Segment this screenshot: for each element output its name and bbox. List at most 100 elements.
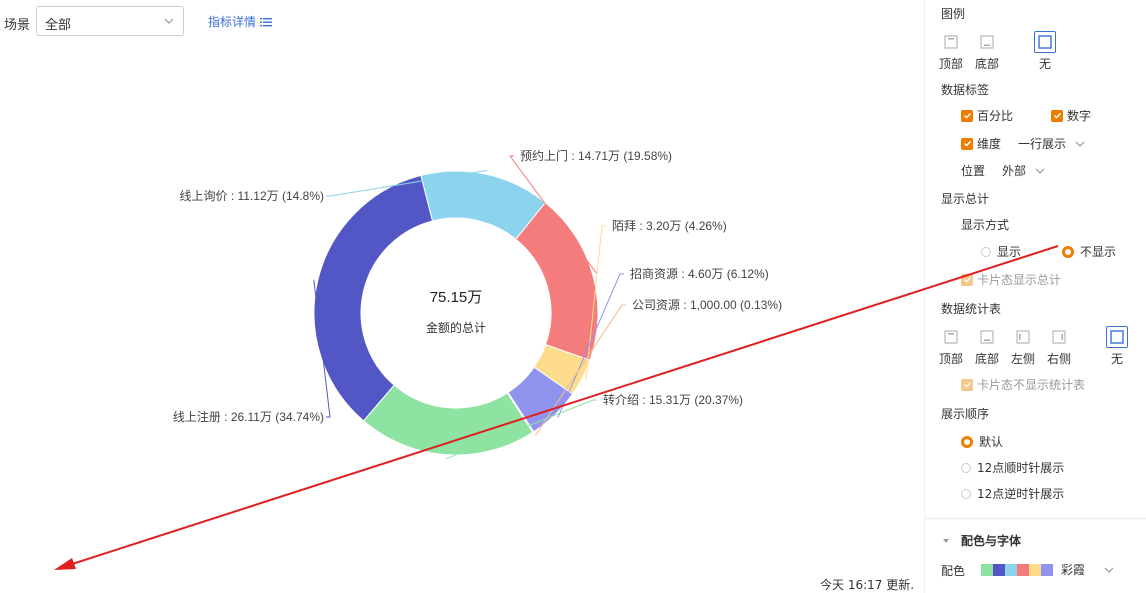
layout-right-icon xyxy=(1052,330,1066,344)
color-font-section-header[interactable]: 配色与字体 xyxy=(941,532,1021,549)
slice-data-label: 线上注册 : 26.11万 (34.74%) xyxy=(173,409,324,424)
layout-select[interactable]: 一行展示 xyxy=(1018,135,1086,152)
number-checkbox[interactable]: 数字 xyxy=(1051,107,1091,124)
checkmark-icon xyxy=(963,381,971,388)
stats-option-none-label: 无 xyxy=(1110,352,1123,366)
hide-radio[interactable]: 不显示 xyxy=(1062,243,1116,260)
stats-option-left[interactable]: 左侧 xyxy=(1003,326,1043,367)
stats-option-bottom-label: 底部 xyxy=(974,352,999,366)
chevron-down-icon xyxy=(1035,168,1045,174)
layout-bottom-icon xyxy=(980,35,994,49)
order-counter-radio[interactable]: 12点逆时针展示 xyxy=(961,485,1064,502)
palette-swatch xyxy=(1017,563,1029,576)
donut-slice[interactable] xyxy=(313,174,434,422)
card-stats-checkbox-label: 卡片态不显示统计表 xyxy=(977,378,1086,392)
order-clockwise-label: 12点顺时针展示 xyxy=(977,461,1065,475)
slice-data-label: 转介绍 : 15.31万 (20.37%) xyxy=(603,392,743,407)
panel-divider xyxy=(925,518,1146,519)
legend-option-top-label: 顶部 xyxy=(938,57,963,71)
legend-option-bottom-label: 底部 xyxy=(974,57,999,71)
show-radio[interactable]: 显示 xyxy=(981,243,1021,260)
hide-radio-label: 不显示 xyxy=(1080,245,1117,259)
show-total-title: 显示总计 xyxy=(941,192,990,206)
layout-select-value: 一行展示 xyxy=(1018,137,1067,151)
legend-option-none[interactable]: 无 xyxy=(1025,31,1065,72)
stats-option-top-label: 顶部 xyxy=(938,352,963,366)
show-mode-label: 显示方式 xyxy=(961,218,1010,232)
donut-slice[interactable] xyxy=(362,384,534,456)
chart-center-value: 75.15万 xyxy=(430,289,483,306)
order-default-label: 默认 xyxy=(979,435,1004,449)
layout-left-icon xyxy=(1016,330,1030,344)
legend-title: 图例 xyxy=(941,7,966,21)
number-checkbox-label: 数字 xyxy=(1067,109,1092,123)
legend-option-bottom[interactable]: 底部 xyxy=(967,31,1007,72)
data-labels-title: 数据标签 xyxy=(941,83,990,97)
chevron-down-icon xyxy=(1104,567,1114,573)
slice-data-label: 预约上门 : 14.71万 (19.58%) xyxy=(520,148,672,163)
stats-option-none[interactable]: 无 xyxy=(1097,326,1137,367)
dimension-checkbox[interactable]: 维度 xyxy=(961,135,1001,152)
stats-option-right[interactable]: 右侧 xyxy=(1039,326,1079,367)
position-label: 位置 xyxy=(961,164,986,178)
layout-top-icon xyxy=(944,35,958,49)
scene-select-value: 全部 xyxy=(45,18,72,33)
percent-checkbox-label: 百分比 xyxy=(977,109,1014,123)
palette-swatch xyxy=(993,563,1005,576)
layout-none-icon xyxy=(1038,35,1052,49)
legend-option-none-label: 无 xyxy=(1038,57,1051,71)
palette-swatches xyxy=(981,563,1053,576)
checkmark-icon xyxy=(963,140,971,147)
metric-detail-label: 指标详情 xyxy=(208,15,257,29)
dimension-checkbox-label: 维度 xyxy=(977,137,1002,151)
card-total-checkbox[interactable]: 卡片态显示总计 xyxy=(961,271,1061,288)
stats-table-title: 数据统计表 xyxy=(941,302,1002,316)
donut-slice[interactable] xyxy=(515,201,599,361)
settings-panel: 图例 顶部 底部 无 数据标签 百分比 数字 维度 一行展示 位置 外部 显示总… xyxy=(924,0,1146,593)
stats-option-bottom[interactable]: 底部 xyxy=(967,326,1007,367)
stats-option-top[interactable]: 顶部 xyxy=(931,326,971,367)
layout-none-icon xyxy=(1110,330,1124,344)
metric-detail-link[interactable]: 指标详情 xyxy=(208,13,273,30)
chevron-down-icon xyxy=(1075,141,1085,147)
order-title: 展示顺序 xyxy=(941,407,990,421)
palette-name: 彩霞 xyxy=(1061,563,1086,577)
palette-swatch xyxy=(1041,563,1053,576)
donut-chart: 预约上门 : 14.71万 (19.58%) 陌拜 : 3.20万 (4.26%)… xyxy=(173,148,782,460)
slice-data-label: 陌拜 : 3.20万 (4.26%) xyxy=(612,219,727,233)
slice-data-label: 线上询价 : 11.12万 (14.8%) xyxy=(180,189,325,203)
chevron-down-icon xyxy=(164,18,174,24)
slice-data-label: 招商资源 : 4.60万 (6.12%) xyxy=(630,266,769,281)
percent-checkbox[interactable]: 百分比 xyxy=(961,107,1013,124)
list-icon xyxy=(260,17,273,26)
position-select[interactable]: 外部 xyxy=(1002,162,1046,179)
color-font-title: 配色与字体 xyxy=(961,534,1022,548)
palette-swatch xyxy=(1005,563,1017,576)
legend-option-top[interactable]: 顶部 xyxy=(931,31,971,72)
label-leader-line xyxy=(326,169,488,197)
card-total-checkbox-label: 卡片态显示总计 xyxy=(977,273,1062,287)
checkmark-icon xyxy=(1053,112,1061,119)
position-select-value: 外部 xyxy=(1002,164,1027,178)
palette-label: 配色 xyxy=(941,564,966,578)
scene-select[interactable]: 全部 xyxy=(36,6,184,36)
checkmark-icon xyxy=(963,276,971,283)
slice-data-label: 公司资源 : 1,000.00 (0.13%) xyxy=(632,298,782,312)
caret-down-icon xyxy=(943,538,949,543)
palette-swatch xyxy=(1029,563,1041,576)
layout-top-icon xyxy=(944,330,958,344)
donut-slice[interactable] xyxy=(420,170,546,240)
show-radio-label: 显示 xyxy=(997,245,1022,259)
order-default-radio[interactable]: 默认 xyxy=(961,433,1003,450)
updated-timestamp: 今天 16:17 更新. xyxy=(820,578,915,592)
order-clockwise-radio[interactable]: 12点顺时针展示 xyxy=(961,459,1064,476)
stats-option-left-label: 左侧 xyxy=(1010,352,1035,366)
checkmark-icon xyxy=(963,112,971,119)
chart-center-label: 金额的总计 xyxy=(426,320,486,335)
palette-select[interactable]: 彩霞 xyxy=(981,561,1115,578)
layout-bottom-icon xyxy=(980,330,994,344)
order-counter-label: 12点逆时针展示 xyxy=(977,487,1065,501)
card-stats-checkbox[interactable]: 卡片态不显示统计表 xyxy=(961,376,1085,393)
scene-label: 场景 xyxy=(4,18,31,33)
stats-option-right-label: 右侧 xyxy=(1046,352,1071,366)
